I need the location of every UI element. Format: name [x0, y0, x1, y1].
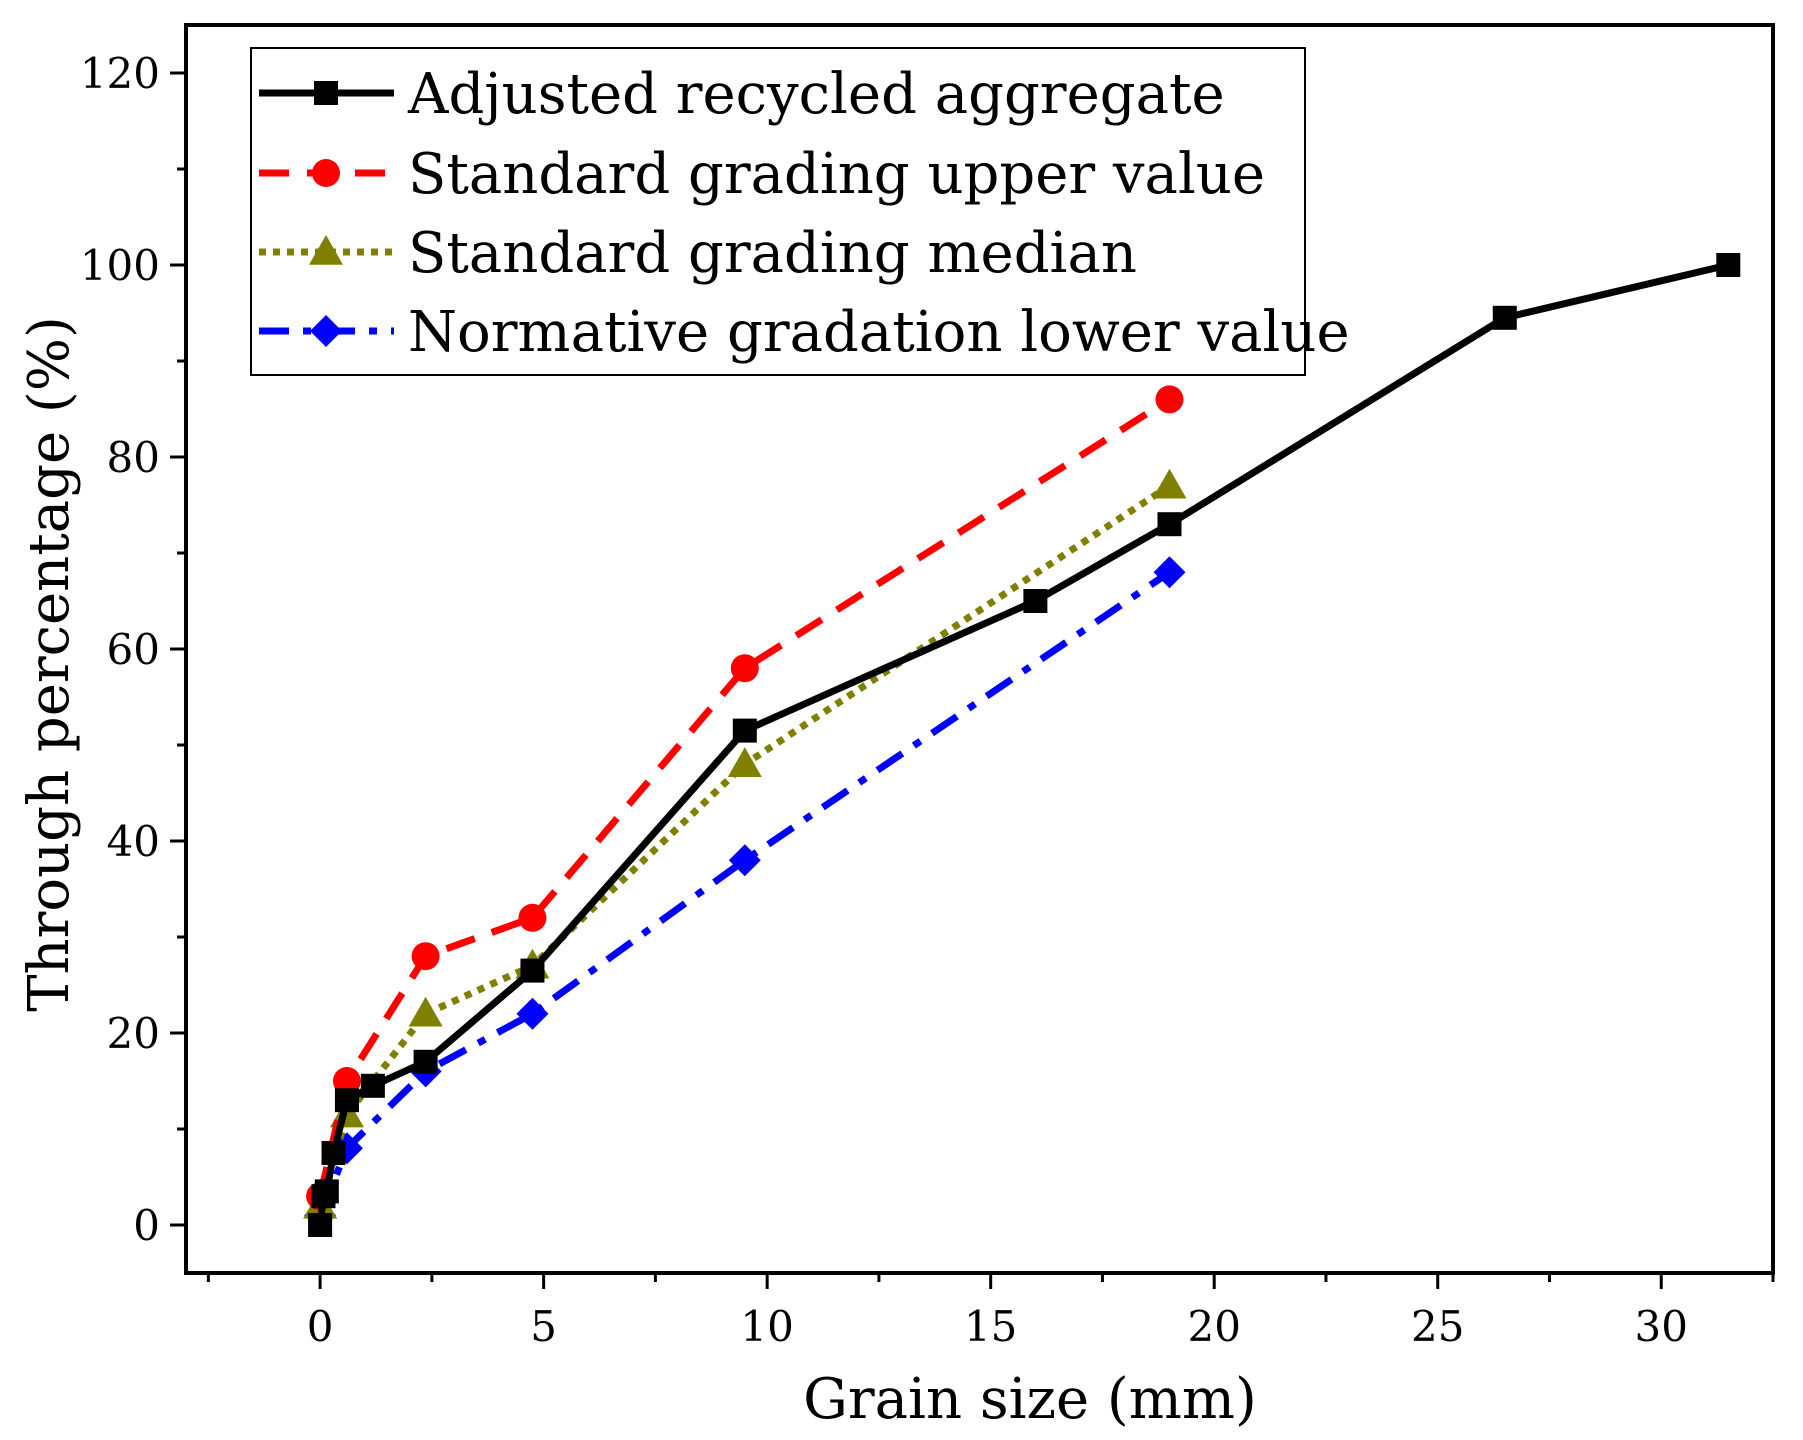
- data-point: [1153, 556, 1186, 589]
- series-line: [316, 482, 1172, 1207]
- legend-marker: [312, 159, 340, 187]
- series-line: [316, 261, 1730, 1226]
- series-line: [316, 569, 1172, 1217]
- x-tick-label: 20: [1187, 1302, 1240, 1351]
- data-point: [732, 718, 757, 743]
- legend-label: Standard grading median: [408, 221, 1137, 286]
- data-point: [520, 958, 545, 983]
- data-point: [332, 1067, 361, 1095]
- data-point: [1023, 589, 1048, 613]
- legend-label: Adjusted recycled aggregate: [407, 62, 1225, 127]
- y-tick-label: 0: [133, 1201, 160, 1250]
- x-tick-label: 5: [530, 1302, 557, 1351]
- x-axis-label: Grain size (mm): [803, 1367, 1257, 1432]
- series-line: [316, 396, 1172, 1197]
- legend-label: Standard grading upper value: [408, 142, 1265, 207]
- x-tick-label: 10: [740, 1302, 793, 1351]
- legend: Adjusted recycled aggregate Standard grad…: [250, 47, 1350, 376]
- data-point: [360, 1073, 385, 1098]
- legend-marker: [314, 81, 338, 105]
- x-tick-label: 25: [1411, 1302, 1464, 1351]
- plot-marks: [303, 253, 1741, 1237]
- y-tick-label: 60: [107, 625, 160, 674]
- y-tick-label: 80: [107, 433, 160, 482]
- legend-marker: [309, 235, 343, 265]
- data-point: [1716, 253, 1741, 277]
- data-point: [314, 1179, 339, 1204]
- data-point: [518, 903, 547, 932]
- x-tick-label: 0: [307, 1302, 334, 1351]
- y-axis-ticks: 0 20 40 60 80 100 120: [80, 49, 186, 1250]
- data-point: [1155, 385, 1184, 414]
- y-tick-label: 120: [80, 49, 160, 98]
- data-point: [408, 996, 443, 1027]
- series-circle: [306, 385, 1184, 1211]
- x-tick-label: 15: [964, 1302, 1017, 1351]
- data-point: [321, 1141, 346, 1165]
- legend-marker: [310, 315, 342, 347]
- y-tick-label: 40: [107, 817, 160, 866]
- series-square: [308, 253, 1741, 1237]
- legend-box: [250, 47, 1306, 376]
- data-point: [727, 747, 762, 777]
- data-point: [411, 942, 440, 971]
- data-point: [1152, 468, 1187, 499]
- y-axis-label: Through percentage (%): [17, 316, 82, 1012]
- data-point: [1492, 305, 1517, 330]
- data-point: [730, 654, 759, 683]
- data-point: [516, 997, 549, 1030]
- data-point: [334, 1088, 359, 1113]
- data-point: [1157, 512, 1182, 537]
- data-point: [413, 1049, 438, 1074]
- y-tick-label: 100: [80, 241, 160, 290]
- data-point: [728, 844, 761, 877]
- x-tick-label: 30: [1635, 1302, 1688, 1351]
- data-point: [308, 1213, 333, 1237]
- series-triangle: [303, 468, 1187, 1219]
- y-tick-label: 20: [107, 1009, 160, 1058]
- legend-label: Normative gradation lower value: [408, 300, 1350, 365]
- x-axis-ticks: 0 5 10 15 20 25 30: [206, 1273, 1775, 1351]
